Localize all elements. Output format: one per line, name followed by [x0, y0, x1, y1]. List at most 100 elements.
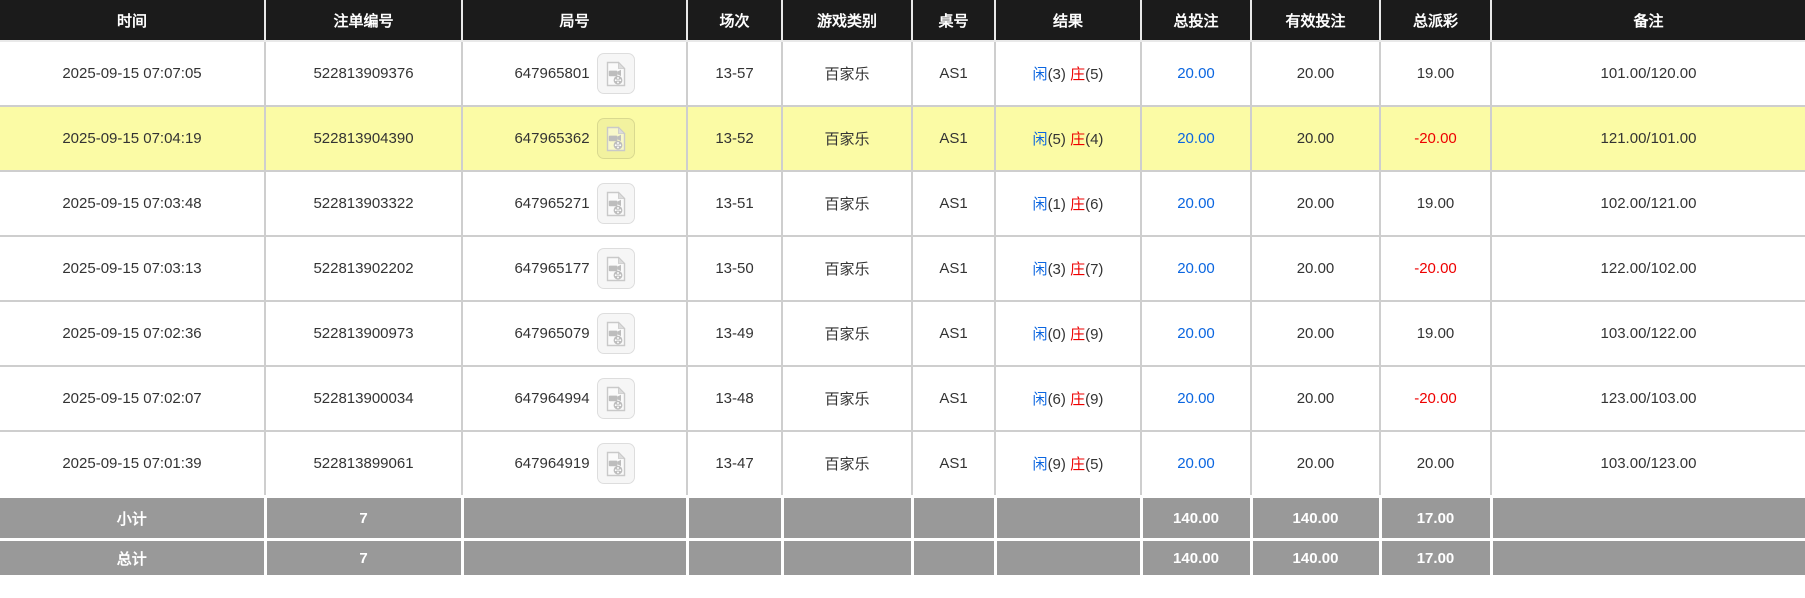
- video-replay-button[interactable]: [596, 313, 635, 354]
- empty-cell: [780, 538, 914, 575]
- valid-bet-cell: 20.00: [1250, 300, 1381, 367]
- video-file-icon: [605, 451, 627, 477]
- video-replay-button[interactable]: [596, 443, 635, 484]
- table-row[interactable]: 2025-09-15 07:03:48 522813903322 6479652…: [0, 170, 1805, 237]
- banker-result-score: (6): [1085, 196, 1104, 213]
- column-header-round-id: 局号: [461, 0, 688, 42]
- column-header-time: 时间: [0, 0, 266, 42]
- subtotal-total-bet: 140.00: [1139, 495, 1253, 541]
- empty-cell: [993, 495, 1143, 541]
- round-cell: 647965271: [461, 170, 688, 237]
- grand-total-row: 总计 7 140.00 140.00 17.00: [0, 538, 1805, 575]
- banker-result-label: 庄: [1070, 131, 1086, 148]
- payout-cell: -20.00: [1379, 235, 1492, 302]
- bet-id-cell: 522813899061: [264, 430, 463, 498]
- bet-records-table: 时间 注单编号 局号 场次 游戏类别 桌号 结果 总投注 有效投注 总派彩 备注…: [0, 0, 1805, 575]
- subtotal-count: 7: [263, 495, 464, 541]
- payout-cell: 20.00: [1379, 430, 1492, 498]
- player-result-score: (3): [1047, 261, 1066, 278]
- game-type-cell: 百家乐: [781, 40, 913, 107]
- empty-cell: [780, 495, 914, 541]
- remark-cell: 101.00/120.00: [1490, 40, 1805, 107]
- banker-result-label: 庄: [1070, 196, 1086, 213]
- table-row[interactable]: 2025-09-15 07:02:36 522813900973 6479650…: [0, 300, 1805, 367]
- banker-result-label: 庄: [1070, 391, 1086, 408]
- player-result-label: 闲: [1032, 261, 1048, 278]
- round-id: 647965362: [514, 130, 590, 147]
- session-cell: 13-48: [686, 365, 783, 432]
- bet-id-cell: 522813904390: [264, 105, 463, 172]
- total-bet-link[interactable]: 20.00: [1177, 325, 1215, 342]
- time-cell: 2025-09-15 07:02:36: [0, 300, 266, 367]
- total-bet-link[interactable]: 20.00: [1177, 390, 1215, 407]
- time-cell: 2025-09-15 07:03:48: [0, 170, 266, 237]
- banker-result-score: (5): [1085, 456, 1104, 473]
- player-result-label: 闲: [1032, 326, 1048, 343]
- result-cell: 闲(5) 庄(4): [994, 105, 1142, 172]
- grand-total-payout: 17.00: [1378, 538, 1493, 575]
- time-cell: 2025-09-15 07:01:39: [0, 430, 266, 498]
- banker-result-score: (4): [1085, 131, 1104, 148]
- session-cell: 13-49: [686, 300, 783, 367]
- game-type-cell: 百家乐: [781, 105, 913, 172]
- table-row[interactable]: 2025-09-15 07:01:39 522813899061 6479649…: [0, 430, 1805, 498]
- player-result-label: 闲: [1032, 66, 1048, 83]
- video-replay-button[interactable]: [596, 53, 635, 94]
- table-row[interactable]: 2025-09-15 07:07:05 522813909376 6479658…: [0, 40, 1805, 107]
- banker-result-score: (9): [1085, 391, 1104, 408]
- total-bet-cell: 20.00: [1140, 300, 1252, 367]
- result-cell: 闲(9) 庄(5): [994, 430, 1142, 498]
- subtotal-row: 小计 7 140.00 140.00 17.00: [0, 495, 1805, 541]
- player-result-score: (0): [1047, 326, 1066, 343]
- video-replay-button[interactable]: [596, 248, 635, 289]
- table-header: 时间 注单编号 局号 场次 游戏类别 桌号 结果 总投注 有效投注 总派彩 备注: [0, 0, 1805, 42]
- table-row[interactable]: 2025-09-15 07:04:19 522813904390 6479653…: [0, 105, 1805, 172]
- game-type-cell: 百家乐: [781, 235, 913, 302]
- player-result-score: (9): [1047, 456, 1066, 473]
- total-bet-link[interactable]: 20.00: [1177, 195, 1215, 212]
- total-bet-link[interactable]: 20.00: [1177, 260, 1215, 277]
- valid-bet-cell: 20.00: [1250, 40, 1381, 107]
- table-no-cell: AS1: [911, 235, 996, 302]
- empty-cell: [1489, 495, 1805, 541]
- total-bet-link[interactable]: 20.00: [1177, 65, 1215, 82]
- time-cell: 2025-09-15 07:03:13: [0, 235, 266, 302]
- payout-cell: 19.00: [1379, 300, 1492, 367]
- player-result-score: (1): [1047, 196, 1066, 213]
- video-file-icon: [605, 126, 627, 152]
- table-no-cell: AS1: [911, 430, 996, 498]
- banker-result-score: (5): [1085, 66, 1104, 83]
- video-replay-button[interactable]: [596, 378, 635, 419]
- payout-cell: 19.00: [1379, 40, 1492, 107]
- banker-result-label: 庄: [1070, 326, 1086, 343]
- round-id: 647965801: [514, 65, 590, 82]
- table-row[interactable]: 2025-09-15 07:02:07 522813900034 6479649…: [0, 365, 1805, 432]
- video-replay-button[interactable]: [596, 183, 635, 224]
- column-header-table-no: 桌号: [911, 0, 996, 42]
- bet-id-cell: 522813902202: [264, 235, 463, 302]
- session-cell: 13-47: [686, 430, 783, 498]
- remark-cell: 103.00/122.00: [1490, 300, 1805, 367]
- video-file-icon: [605, 61, 627, 87]
- round-id: 647964994: [514, 390, 590, 407]
- round-id: 647965079: [514, 325, 590, 342]
- table-no-cell: AS1: [911, 105, 996, 172]
- grand-total-count: 7: [263, 538, 464, 575]
- empty-cell: [685, 495, 784, 541]
- table-no-cell: AS1: [911, 40, 996, 107]
- table-row[interactable]: 2025-09-15 07:03:13 522813902202 6479651…: [0, 235, 1805, 302]
- bet-id-cell: 522813903322: [264, 170, 463, 237]
- video-file-icon: [605, 321, 627, 347]
- column-header-valid-bet: 有效投注: [1250, 0, 1381, 42]
- round-cell: 647964919: [461, 430, 688, 498]
- player-result-label: 闲: [1032, 456, 1048, 473]
- total-bet-link[interactable]: 20.00: [1177, 130, 1215, 147]
- total-bet-cell: 20.00: [1140, 170, 1252, 237]
- player-result-label: 闲: [1032, 196, 1048, 213]
- total-bet-link[interactable]: 20.00: [1177, 455, 1215, 472]
- session-cell: 13-57: [686, 40, 783, 107]
- video-replay-button[interactable]: [596, 118, 635, 159]
- empty-cell: [460, 538, 689, 575]
- column-header-result: 结果: [994, 0, 1142, 42]
- empty-cell: [685, 538, 784, 575]
